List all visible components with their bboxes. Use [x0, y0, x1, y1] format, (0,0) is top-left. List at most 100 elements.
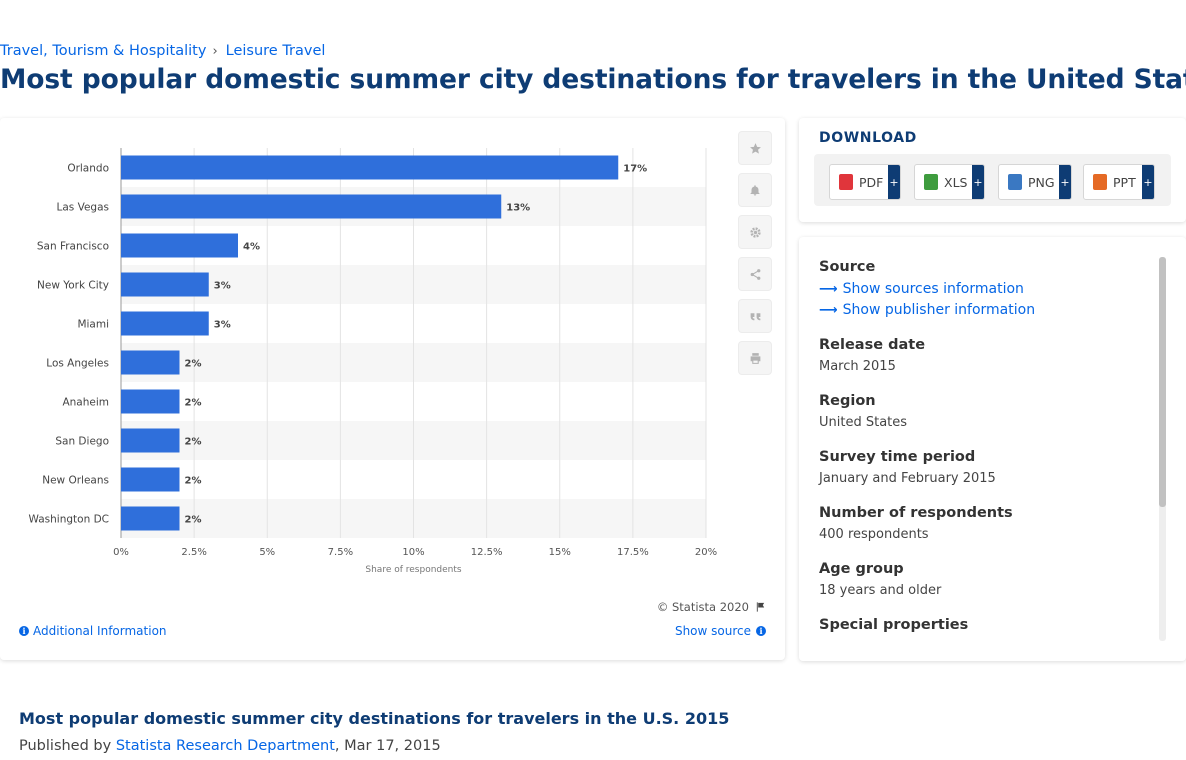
release-date-block: Release date March 2015 — [819, 337, 1149, 374]
bar — [121, 389, 180, 414]
bar — [121, 467, 180, 492]
download-card: DOWNLOAD PDF + XLS + PNG + PPT + — [799, 118, 1186, 222]
survey-period-block: Survey time period January and February … — [819, 449, 1149, 486]
release-date-label: Release date — [819, 337, 926, 353]
show-sources-label: Show sources information — [842, 281, 1024, 297]
breadcrumb-separator: › — [212, 43, 218, 59]
category-label: Los Angeles — [46, 358, 109, 370]
data-label: 4% — [243, 242, 260, 253]
data-label: 2% — [185, 476, 202, 487]
publish-date: , Mar 17, 2015 — [334, 738, 441, 754]
show-source-label: Show source — [674, 624, 751, 638]
plus-icon: + — [1142, 165, 1154, 199]
respondents-label: Number of respondents — [819, 505, 1013, 521]
show-publisher-link[interactable]: ⟶ Show publisher information — [819, 302, 1149, 318]
breadcrumb-link-leisure-travel[interactable]: Leisure Travel — [225, 43, 326, 59]
plus-icon: + — [1059, 165, 1071, 199]
notification-button[interactable] — [738, 173, 772, 207]
category-label: Washington DC — [29, 514, 109, 526]
bar — [121, 272, 209, 297]
bar — [121, 350, 180, 375]
additional-info-link[interactable]: i Additional Information — [19, 624, 167, 638]
show-sources-link[interactable]: ⟶ Show sources information — [819, 281, 1149, 297]
region-value: United States — [819, 415, 908, 430]
x-tick-label: 5% — [259, 547, 275, 558]
download-xls-button[interactable]: XLS + — [914, 164, 985, 200]
bar — [121, 311, 209, 336]
publisher-link[interactable]: Statista Research Department — [115, 738, 335, 754]
statistic-info-card: Source ⟶ Show sources information ⟶ Show… — [799, 237, 1186, 661]
ppt-file-icon — [1093, 174, 1107, 190]
category-label: New York City — [37, 280, 109, 292]
plus-icon: + — [888, 165, 900, 199]
age-group-label: Age group — [819, 561, 904, 577]
category-label: Anaheim — [62, 397, 109, 409]
category-label: Miami — [77, 319, 109, 331]
survey-period-label: Survey time period — [819, 449, 976, 465]
category-label: Orlando — [67, 163, 109, 175]
x-tick-label: 7.5% — [328, 547, 353, 558]
survey-period-value: January and February 2015 — [819, 471, 996, 486]
download-pdf-button[interactable]: PDF + — [829, 164, 901, 200]
flag-icon[interactable] — [755, 601, 766, 613]
arrow-right-icon: ⟶ — [819, 281, 838, 297]
bell-icon — [750, 184, 760, 195]
bar — [121, 155, 619, 180]
download-row: PDF + XLS + PNG + PPT + — [814, 154, 1171, 206]
star-button[interactable] — [738, 131, 772, 165]
data-label: 2% — [185, 437, 202, 448]
arrow-right-icon: ⟶ — [819, 302, 838, 318]
chart-toolbar — [738, 131, 772, 383]
download-ppt-label: PPT — [1113, 174, 1136, 190]
download-title: DOWNLOAD — [819, 130, 917, 146]
share-icon — [750, 268, 760, 280]
download-ppt-button[interactable]: PPT + — [1083, 164, 1155, 200]
share-button[interactable] — [738, 257, 772, 291]
info-icon: i — [756, 626, 766, 636]
download-pdf-label: PDF — [859, 174, 884, 190]
data-label: 2% — [185, 515, 202, 526]
special-properties-label: Special properties — [819, 617, 969, 633]
x-tick-label: 12.5% — [471, 547, 503, 558]
x-tick-label: 2.5% — [181, 547, 206, 558]
show-publisher-label: Show publisher information — [842, 302, 1036, 318]
quote-icon — [750, 312, 760, 320]
published-by-label: Published by — [19, 738, 112, 754]
data-label: 3% — [214, 281, 231, 292]
bar-chart: Orlando 17% Las Vegas 13% San Francisco 4% New… — [29, 148, 717, 575]
age-group-value: 18 years and older — [819, 583, 942, 598]
data-label: 17% — [623, 164, 647, 175]
png-file-icon — [1008, 174, 1022, 190]
page-title: Most popular domestic summer city destin… — [0, 64, 1186, 95]
region-label: Region — [819, 393, 876, 409]
x-tick-label: 17.5% — [617, 547, 649, 558]
source-block: Source ⟶ Show sources information ⟶ Show… — [819, 259, 1149, 318]
breadcrumb: Travel, Tourism & Hospitality › Leisure … — [0, 43, 325, 59]
download-xls-label: XLS — [944, 174, 968, 190]
release-date-value: March 2015 — [819, 359, 896, 374]
settings-button[interactable] — [738, 215, 772, 249]
download-png-button[interactable]: PNG + — [998, 164, 1072, 200]
bar — [121, 194, 502, 219]
download-png-label: PNG — [1028, 174, 1055, 190]
published-by: Published by Statista Research Departmen… — [19, 738, 441, 754]
print-button[interactable] — [738, 341, 772, 375]
cite-button[interactable] — [738, 299, 772, 333]
statistic-title: Most popular domestic summer city destin… — [19, 709, 730, 728]
x-tick-label: 15% — [549, 547, 571, 558]
star-icon — [749, 142, 761, 154]
source-label: Source — [819, 259, 876, 275]
info-scrollbar[interactable] — [1159, 257, 1166, 641]
scrollbar-thumb[interactable] — [1159, 257, 1166, 507]
respondents-value: 400 respondents — [819, 527, 929, 542]
breadcrumb-link-travel[interactable]: Travel, Tourism & Hospitality — [0, 43, 207, 59]
copyright: © Statista 2020 — [657, 600, 766, 614]
gear-icon — [749, 226, 761, 238]
show-source-link[interactable]: Show source i — [675, 624, 766, 638]
copyright-text: © Statista 2020 — [656, 600, 749, 614]
age-group-block: Age group 18 years and older — [819, 561, 1149, 598]
data-label: 2% — [185, 398, 202, 409]
additional-info-label: Additional Information — [33, 624, 167, 638]
x-axis-title: Share of respondents — [365, 565, 462, 575]
category-label: New Orleans — [42, 475, 109, 487]
